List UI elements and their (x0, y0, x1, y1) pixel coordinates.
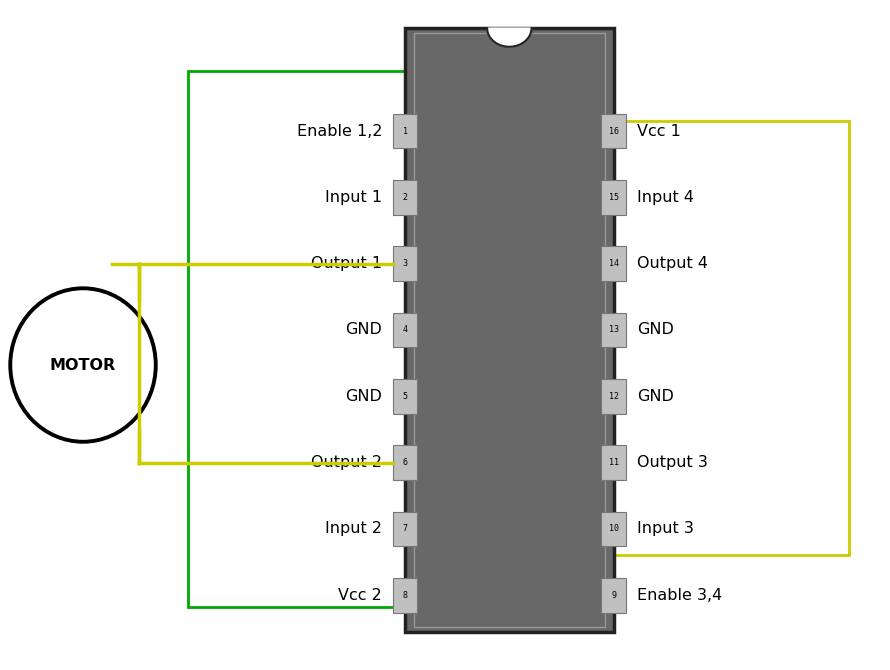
Bar (601, 180, 626, 214)
Text: Input 3: Input 3 (636, 521, 693, 537)
Bar (601, 512, 626, 546)
Text: 12: 12 (609, 392, 619, 401)
Text: 10: 10 (609, 525, 619, 533)
Bar (601, 379, 626, 413)
Text: 2: 2 (402, 193, 408, 202)
Bar (421, 121, 849, 555)
Bar (392, 313, 417, 347)
Text: Input 1: Input 1 (325, 190, 382, 205)
Text: 4: 4 (402, 326, 408, 334)
Text: Output 3: Output 3 (636, 455, 708, 470)
Text: Input 2: Input 2 (325, 521, 382, 537)
Text: MOTOR: MOTOR (50, 358, 116, 373)
Text: 7: 7 (402, 525, 408, 533)
Bar (392, 578, 417, 612)
Text: 14: 14 (609, 259, 619, 268)
Text: 16: 16 (609, 127, 619, 135)
Text: Vcc 1: Vcc 1 (636, 123, 681, 139)
Bar (601, 247, 626, 281)
Bar (392, 446, 417, 480)
Text: GND: GND (345, 322, 382, 338)
Text: 13: 13 (609, 326, 619, 334)
Text: 8: 8 (402, 591, 408, 600)
Bar (601, 114, 626, 149)
Bar (392, 180, 417, 214)
Bar (601, 446, 626, 480)
Bar (414, 33, 604, 627)
Text: 6: 6 (402, 458, 408, 467)
Text: GND: GND (345, 389, 382, 404)
Bar (601, 313, 626, 347)
Text: 9: 9 (611, 591, 616, 600)
Bar (392, 247, 417, 281)
Bar (54, 300, 112, 430)
Bar (188, 71, 472, 606)
Bar (601, 578, 626, 612)
Text: GND: GND (636, 389, 674, 404)
Text: 3: 3 (402, 259, 408, 268)
Text: Enable 1,2: Enable 1,2 (296, 123, 382, 139)
Polygon shape (487, 28, 531, 47)
Bar (392, 114, 417, 149)
Text: 5: 5 (402, 392, 408, 401)
Bar (392, 379, 417, 413)
Text: Output 4: Output 4 (636, 256, 708, 271)
Text: Vcc 2: Vcc 2 (338, 588, 382, 603)
Text: 11: 11 (609, 458, 619, 467)
Text: Output 1: Output 1 (311, 256, 382, 271)
Text: Output 2: Output 2 (311, 455, 382, 470)
Text: Input 4: Input 4 (636, 190, 693, 205)
Text: Enable 3,4: Enable 3,4 (636, 588, 722, 603)
Text: GND: GND (636, 322, 674, 338)
Text: 15: 15 (609, 193, 619, 202)
Text: 1: 1 (402, 127, 408, 135)
Bar (405, 28, 613, 632)
Bar (392, 512, 417, 546)
Ellipse shape (11, 288, 156, 442)
